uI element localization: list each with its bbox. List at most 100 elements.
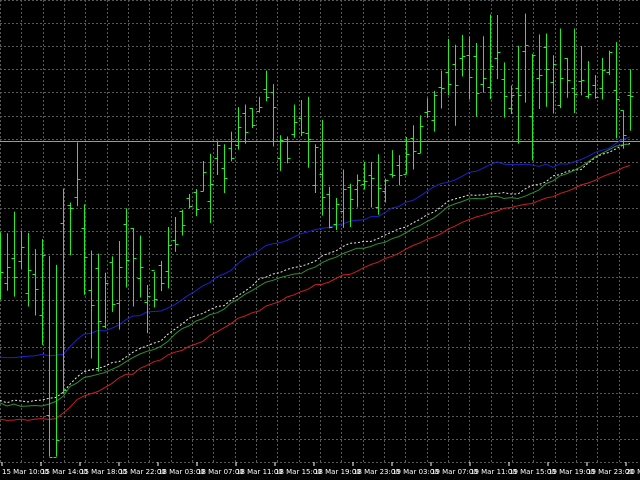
ohlc-bar bbox=[501, 62, 508, 118]
ohlc-bar bbox=[452, 44, 459, 126]
moving-average-lines bbox=[0, 136, 631, 421]
ohlc-bar bbox=[396, 155, 403, 186]
ohlc-bar bbox=[249, 108, 256, 128]
grid bbox=[0, 0, 640, 463]
ohlc-bar bbox=[599, 57, 606, 100]
x-tick-label: 15 Mar 22:00 bbox=[119, 468, 166, 476]
ohlc-bar bbox=[627, 69, 634, 131]
ohlc-bar bbox=[144, 284, 151, 334]
ohlc-bar bbox=[172, 217, 179, 252]
x-tick-label: 18 Mar 07:00 bbox=[197, 468, 244, 476]
ohlc-bar bbox=[403, 137, 410, 175]
ohlc-bar bbox=[60, 188, 67, 394]
ohlc-bar bbox=[473, 42, 480, 117]
ohlc-bar bbox=[354, 174, 361, 208]
ohlc-bar bbox=[319, 119, 326, 216]
ohlc-bar bbox=[11, 211, 18, 297]
ohlc-bar bbox=[312, 144, 319, 194]
x-tick-label: 19 Mar 19:00 bbox=[548, 468, 595, 476]
x-tick-label: 19 Mar 03:00 bbox=[392, 468, 439, 476]
ohlc-bar bbox=[564, 57, 571, 98]
ohlc-bar bbox=[557, 28, 564, 109]
ohlc-bar bbox=[158, 260, 165, 292]
x-tick-label: 15 Mar 10:00 bbox=[2, 468, 49, 476]
ohlc-bar bbox=[81, 204, 88, 295]
ohlc-bar bbox=[543, 33, 550, 107]
ohlc-bar bbox=[221, 144, 228, 194]
ohlc-bar bbox=[88, 250, 95, 359]
ohlc-bar bbox=[67, 202, 74, 256]
ohlc-bar bbox=[109, 256, 116, 312]
ohlc-bar bbox=[130, 227, 137, 307]
ohlc-bar bbox=[368, 161, 375, 208]
series-line-blue bbox=[0, 136, 631, 359]
series-line-white-dotted bbox=[0, 142, 631, 404]
ohlc-bar bbox=[200, 160, 207, 192]
ohlc-bar bbox=[123, 208, 130, 288]
ohlc-bar bbox=[151, 270, 158, 308]
ohlc-bar bbox=[438, 70, 445, 109]
ohlc-bar bbox=[606, 50, 613, 76]
ohlc-bar bbox=[571, 28, 578, 114]
x-tick-label: 20 Mar bbox=[626, 468, 640, 476]
ohlc-bar bbox=[494, 14, 501, 80]
ohlc-bar bbox=[32, 249, 39, 316]
ohlc-bar bbox=[179, 209, 186, 236]
ohlc-bar bbox=[389, 150, 396, 178]
ohlc-bar bbox=[228, 131, 235, 162]
ohlc-bar bbox=[235, 107, 242, 150]
x-tick-label: 19 Mar 07:00 bbox=[431, 468, 478, 476]
ohlc-bar bbox=[361, 161, 368, 190]
x-tick-label: 18 Mar 11:00 bbox=[236, 468, 283, 476]
ohlc-bar bbox=[256, 96, 263, 113]
ohlc-bar bbox=[515, 45, 522, 144]
ohlc-bar bbox=[0, 232, 4, 300]
ohlc-bars bbox=[0, 13, 634, 458]
ohlc-bar bbox=[4, 233, 11, 291]
ohlc-bar bbox=[585, 61, 592, 99]
ohlc-bar bbox=[550, 55, 557, 114]
ohlc-bar bbox=[193, 188, 200, 217]
ohlc-bar bbox=[466, 36, 473, 100]
ohlc-bar bbox=[277, 135, 284, 171]
ohlc-bar bbox=[298, 99, 305, 137]
x-tick-label: 19 Mar 15:00 bbox=[509, 468, 556, 476]
ohlc-bar bbox=[410, 125, 417, 170]
ohlc-bar bbox=[347, 183, 354, 227]
ohlc-bar bbox=[445, 38, 452, 96]
series-line-red bbox=[0, 165, 631, 421]
x-tick-label: 18 Mar 15:00 bbox=[275, 468, 322, 476]
ohlc-bar bbox=[95, 253, 102, 372]
ohlc-bar bbox=[417, 115, 424, 154]
ohlc-bar bbox=[459, 34, 466, 77]
ohlc-bar bbox=[620, 110, 627, 149]
ohlc-bar bbox=[284, 136, 291, 164]
ohlc-bar bbox=[333, 198, 340, 231]
ohlc-bar bbox=[382, 178, 389, 203]
ohlc-bar bbox=[214, 140, 221, 175]
ohlc-bar bbox=[487, 14, 494, 100]
x-tick-label: 18 Mar 23:00 bbox=[353, 468, 400, 476]
ohlc-bar bbox=[305, 96, 312, 168]
ohlc-bar bbox=[508, 85, 515, 114]
x-tick-label: 15 Mar 18:00 bbox=[80, 468, 127, 476]
x-tick-label: 19 Mar 11:00 bbox=[470, 468, 517, 476]
ohlc-bar bbox=[578, 46, 585, 96]
ohlc-bar bbox=[291, 104, 298, 138]
ohlc-bar bbox=[375, 154, 382, 215]
ohlc-bar bbox=[340, 169, 347, 228]
ohlc-bar bbox=[25, 232, 32, 307]
ohlc-bar bbox=[431, 90, 438, 132]
ohlc-bar bbox=[46, 255, 53, 458]
ohlc-bar bbox=[263, 70, 270, 102]
ohlc-bar bbox=[102, 272, 109, 329]
ohlc-bar bbox=[613, 42, 620, 139]
ohlc-bar bbox=[242, 104, 249, 144]
ohlc-bar bbox=[18, 230, 25, 269]
x-tick-label: 18 Mar 03:00 bbox=[158, 468, 205, 476]
ohlc-bar bbox=[165, 226, 172, 289]
ohlc-bar bbox=[207, 153, 214, 223]
